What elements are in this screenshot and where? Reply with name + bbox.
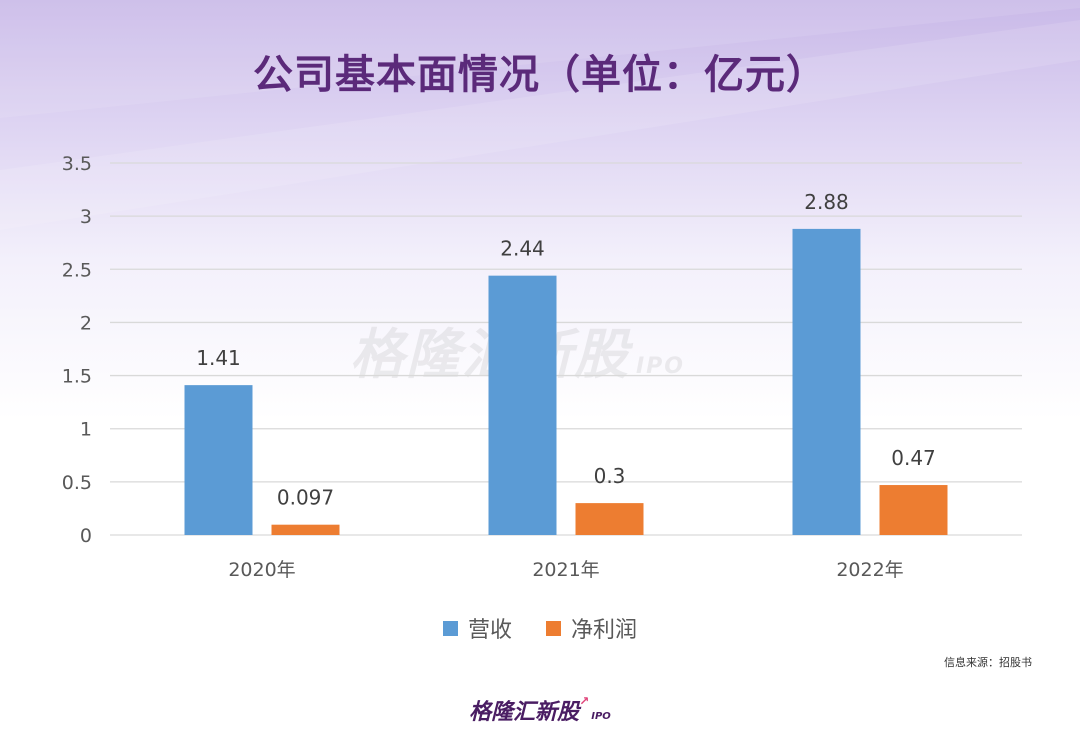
bar-net-profit xyxy=(879,485,948,535)
legend: 营收 净利润 xyxy=(0,612,1080,644)
bar-chart: 0 0.5 1 1.5 2 2.5 3 3.5 1.41 0.097 2.44 0.3 2.88 0.4… xyxy=(62,153,1022,581)
y-tick-label: 2 xyxy=(80,312,92,334)
data-label: 0.47 xyxy=(891,446,936,470)
bar-revenue xyxy=(184,385,253,535)
x-tick-label: 2021年 xyxy=(532,559,599,581)
bar-revenue xyxy=(792,228,861,535)
x-tick-label: 2022年 xyxy=(836,559,903,581)
trend-arrow-icon: ↗ xyxy=(579,694,590,708)
x-tick-label: 2020年 xyxy=(228,559,295,581)
legend-item-net-profit: 净利润 xyxy=(546,612,637,644)
x-axis-ticks: 2020年 2021年 2022年 xyxy=(228,559,903,581)
data-labels: 1.41 0.097 2.44 0.3 2.88 0.47 xyxy=(196,190,936,510)
y-tick-label: 3.5 xyxy=(62,153,92,175)
legend-swatch-revenue xyxy=(442,620,458,636)
legend-label-revenue: 营收 xyxy=(467,618,512,643)
page-title: 公司基本面情况（单位：亿元） xyxy=(253,51,827,98)
y-tick-label: 2.5 xyxy=(62,259,92,281)
y-tick-label: 1 xyxy=(80,419,92,441)
brand-text: 格隆汇新股 xyxy=(469,700,580,725)
legend-item-revenue: 营收 xyxy=(442,612,512,644)
y-tick-label: 0 xyxy=(80,525,92,547)
bars xyxy=(184,228,948,535)
data-label: 0.3 xyxy=(594,464,626,488)
y-tick-label: 0.5 xyxy=(62,472,92,494)
gridlines xyxy=(110,162,1022,536)
brand-sub: IPO xyxy=(591,711,611,722)
bar-net-profit xyxy=(271,524,340,535)
bar-net-profit xyxy=(575,503,644,535)
data-label: 1.41 xyxy=(196,346,241,370)
legend-swatch-net-profit xyxy=(546,620,561,636)
y-tick-label: 1.5 xyxy=(62,366,92,388)
source-note: 信息来源：招股书 xyxy=(944,656,1032,669)
data-label: 2.44 xyxy=(500,237,545,261)
y-axis-ticks: 0 0.5 1 1.5 2 2.5 3 3.5 xyxy=(62,153,92,547)
brand-logo: 格隆汇新股↗IPO xyxy=(0,694,1080,726)
bar-revenue xyxy=(488,275,557,535)
watermark-sub: IPO xyxy=(636,354,686,379)
data-label: 0.097 xyxy=(277,486,334,510)
data-label: 2.88 xyxy=(804,190,849,214)
y-tick-label: 3 xyxy=(80,206,92,228)
legend-label-net-profit: 净利润 xyxy=(571,618,638,643)
